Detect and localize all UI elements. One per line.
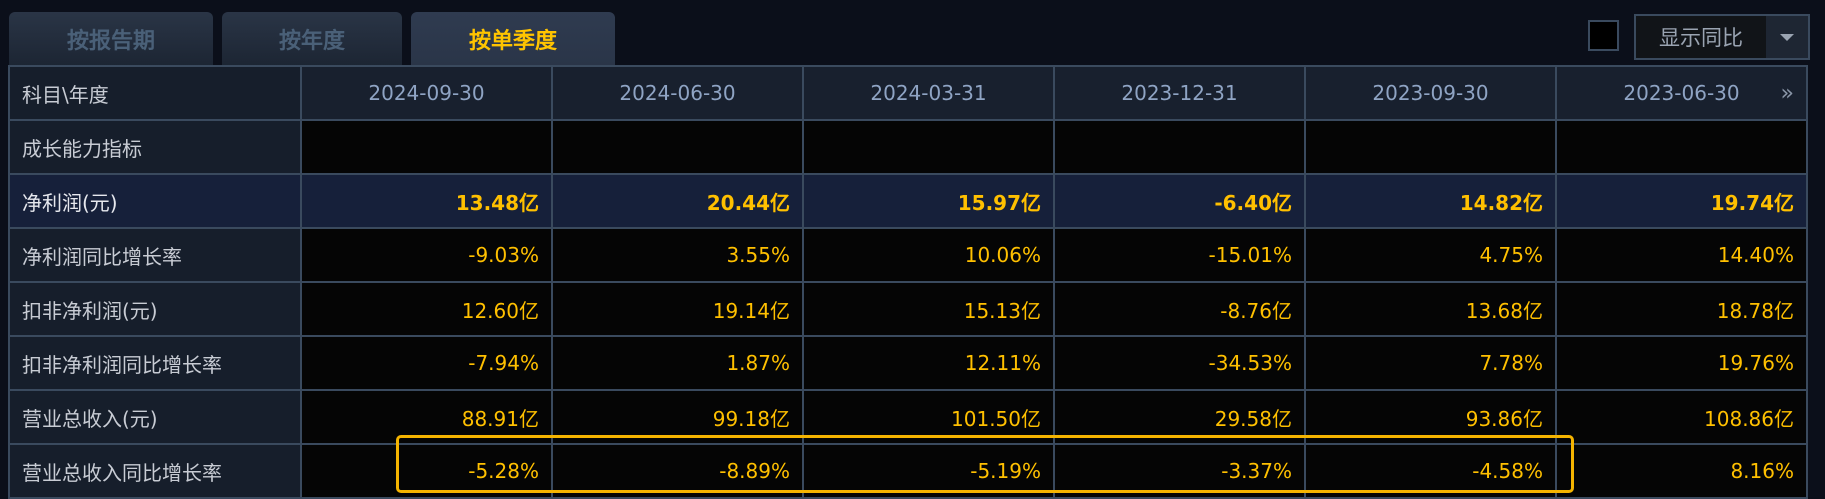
table-cell: -4.58%: [1304, 443, 1557, 499]
table-cell: -15.01%: [1053, 227, 1306, 283]
column-date: 2024-09-30: [368, 81, 485, 105]
table-cell: 4.75%: [1304, 227, 1557, 283]
table-cell: 93.86亿: [1304, 389, 1557, 445]
table-cell: 20.44亿: [551, 173, 804, 229]
table-row: 扣非净利润同比增长率 -7.94% 1.87% 12.11% -34.53% 7.78% 1…: [8, 335, 1808, 391]
row-label: 扣非净利润同比增长率: [8, 335, 302, 391]
table-cell: -34.53%: [1053, 335, 1306, 391]
row-label: 成长能力指标: [8, 119, 302, 175]
tab-by-quarter[interactable]: 按单季度: [411, 12, 615, 66]
chevron-down-icon[interactable]: [1766, 16, 1808, 58]
compare-checkbox[interactable]: [1588, 20, 1619, 51]
table-cell: 13.68亿: [1304, 281, 1557, 337]
table-cell: 14.82亿: [1304, 173, 1557, 229]
table-cell: -9.03%: [300, 227, 553, 283]
column-date: 2024-03-31: [870, 81, 987, 105]
table-cell: 3.55%: [551, 227, 804, 283]
column-header[interactable]: 2023-12-31: [1053, 65, 1306, 121]
corner-header: 科目\年度: [8, 65, 302, 121]
compare-dropdown[interactable]: 显示同比: [1634, 14, 1810, 60]
table-cell: 12.60亿: [300, 281, 553, 337]
table-row: 成长能力指标: [8, 119, 1808, 175]
table-cell: 108.86亿: [1555, 389, 1808, 445]
table-cell: 14.40%: [1555, 227, 1808, 283]
table-cell: 19.14亿: [551, 281, 804, 337]
table-cell: -8.76亿: [1053, 281, 1306, 337]
tab-by-year[interactable]: 按年度: [222, 12, 402, 66]
table-cell: 13.48亿: [300, 173, 553, 229]
table-cell: 88.91亿: [300, 389, 553, 445]
row-label: 营业总收入同比增长率: [8, 443, 302, 499]
column-header[interactable]: 2024-03-31: [802, 65, 1055, 121]
column-header[interactable]: 2023-09-30: [1304, 65, 1557, 121]
table-cell: -5.28%: [300, 443, 553, 499]
table-cell: -7.94%: [300, 335, 553, 391]
dropdown-value: 显示同比: [1659, 26, 1743, 50]
table-cell: 15.97亿: [802, 173, 1055, 229]
column-header[interactable]: 2024-09-30: [300, 65, 553, 121]
table-cell: -8.89%: [551, 443, 804, 499]
table-cell: 18.78亿: [1555, 281, 1808, 337]
table-cell: 99.18亿: [551, 389, 804, 445]
table-row: 扣非净利润(元) 12.60亿 19.14亿 15.13亿 -8.76亿 13.68亿 18…: [8, 281, 1808, 337]
table-cell: [802, 119, 1055, 175]
row-label: 净利润(元): [8, 173, 302, 229]
table-cell: -3.37%: [1053, 443, 1306, 499]
row-label: 净利润同比增长率: [8, 227, 302, 283]
table-cell: -6.40亿: [1053, 173, 1306, 229]
column-header[interactable]: 2023-06-30 »: [1555, 65, 1808, 121]
table-cell: 101.50亿: [802, 389, 1055, 445]
column-date: 2024-06-30: [619, 81, 736, 105]
table-row: 净利润(元) 13.48亿 20.44亿 15.97亿 -6.40亿 14.82亿 19.7…: [8, 173, 1808, 229]
table-cell: [300, 119, 553, 175]
table-cell: 7.78%: [1304, 335, 1557, 391]
table-cell: 1.87%: [551, 335, 804, 391]
table-cell: 12.11%: [802, 335, 1055, 391]
column-date: 2023-06-30: [1623, 81, 1740, 105]
next-page-icon[interactable]: »: [1780, 81, 1794, 106]
table-cell: 8.16%: [1555, 443, 1808, 499]
table-row: 净利润同比增长率 -9.03% 3.55% 10.06% -15.01% 4.75% 14.…: [8, 227, 1808, 283]
table-cell: 19.74亿: [1555, 173, 1808, 229]
table-cell: 15.13亿: [802, 281, 1055, 337]
table-cell: [1053, 119, 1306, 175]
table-cell: 19.76%: [1555, 335, 1808, 391]
column-date: 2023-12-31: [1121, 81, 1238, 105]
row-label: 营业总收入(元): [8, 389, 302, 445]
table-row: 营业总收入(元) 88.91亿 99.18亿 101.50亿 29.58亿 93.86亿 1…: [8, 389, 1808, 445]
column-header[interactable]: 2024-06-30: [551, 65, 804, 121]
header-row: 科目\年度 2024-09-30 2024-06-30 2024-03-31 2023…: [8, 65, 1808, 121]
table-cell: -5.19%: [802, 443, 1055, 499]
table-cell: [551, 119, 804, 175]
column-date: 2023-09-30: [1372, 81, 1489, 105]
financial-table: 科目\年度 2024-09-30 2024-06-30 2024-03-31 2023…: [8, 65, 1808, 499]
table-row: 营业总收入同比增长率 -5.28% -8.89% -5.19% -3.37% -4.58%…: [8, 443, 1808, 499]
table-cell: 29.58亿: [1053, 389, 1306, 445]
table-cell: 10.06%: [802, 227, 1055, 283]
table-cell: [1304, 119, 1557, 175]
tab-by-report-period[interactable]: 按报告期: [9, 12, 213, 66]
row-label: 扣非净利润(元): [8, 281, 302, 337]
table-cell: [1555, 119, 1808, 175]
